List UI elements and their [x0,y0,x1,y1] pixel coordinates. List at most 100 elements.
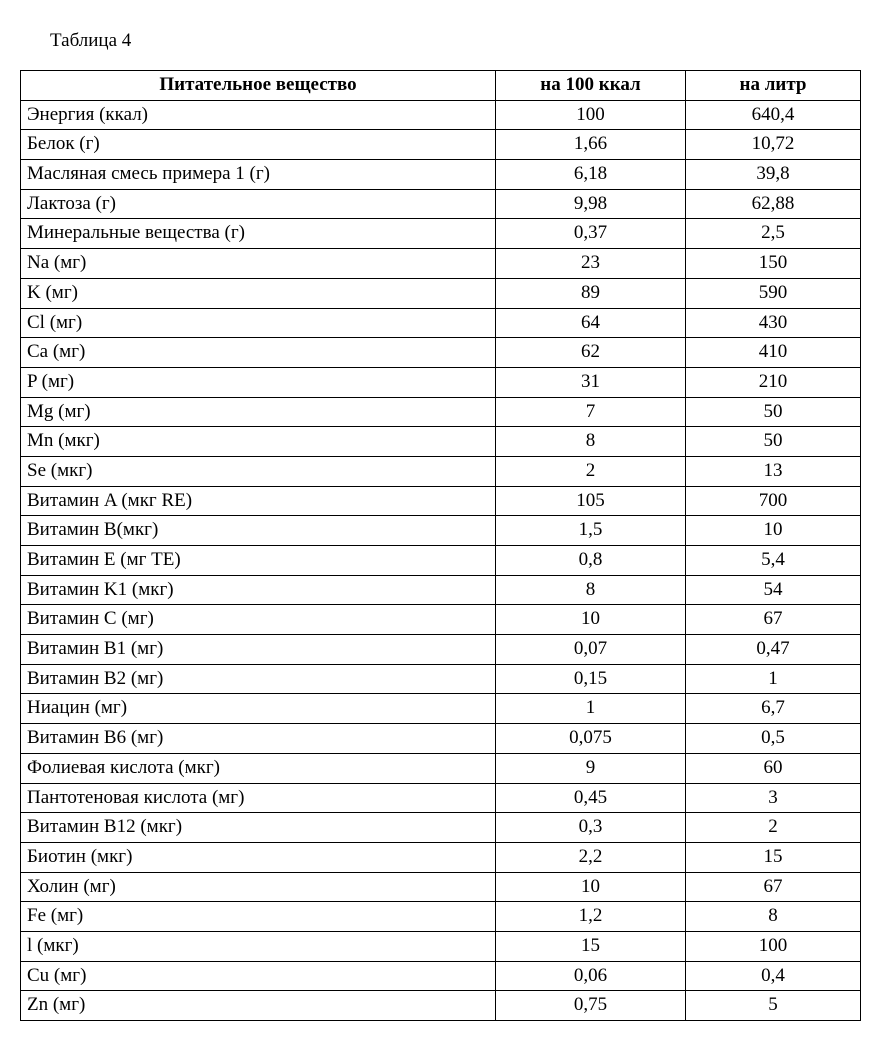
nutrient-table: Питательное вещество на 100 ккал на литр… [20,70,861,1021]
cell-per100kcal: 0,75 [496,991,686,1021]
cell-per100kcal: 31 [496,367,686,397]
cell-perlitre: 0,4 [686,961,861,991]
cell-nutrient: Фолиевая кислота (мкг) [21,753,496,783]
table-row: Пантотеновая кислота (мг)0,453 [21,783,861,813]
cell-perlitre: 590 [686,278,861,308]
table-row: Фолиевая кислота (мкг)960 [21,753,861,783]
cell-nutrient: Энергия (ккал) [21,100,496,130]
cell-nutrient: Витамин B2 (мг) [21,664,496,694]
cell-perlitre: 67 [686,605,861,635]
cell-per100kcal: 0,3 [496,813,686,843]
cell-nutrient: Витамин B12 (мкг) [21,813,496,843]
cell-perlitre: 10 [686,516,861,546]
cell-per100kcal: 1 [496,694,686,724]
cell-per100kcal: 0,15 [496,664,686,694]
cell-perlitre: 150 [686,249,861,279]
cell-nutrient: Пантотеновая кислота (мг) [21,783,496,813]
table-row: Ca (мг)62410 [21,338,861,368]
table-row: Se (мкг)213 [21,456,861,486]
cell-per100kcal: 62 [496,338,686,368]
table-row: Cl (мг)64430 [21,308,861,338]
table-caption: Таблица 4 [50,30,869,52]
cell-perlitre: 430 [686,308,861,338]
cell-nutrient: Витамин B6 (мг) [21,724,496,754]
cell-perlitre: 1 [686,664,861,694]
cell-per100kcal: 6,18 [496,160,686,190]
cell-nutrient: Na (мг) [21,249,496,279]
cell-nutrient: Витамин E (мг TE) [21,546,496,576]
table-row: Холин (мг)1067 [21,872,861,902]
cell-nutrient: Fe (мг) [21,902,496,932]
table-row: l (мкг)15100 [21,931,861,961]
cell-per100kcal: 0,075 [496,724,686,754]
cell-perlitre: 39,8 [686,160,861,190]
cell-nutrient: Минеральные вещества (г) [21,219,496,249]
table-row: Витамин B1 (мг)0,070,47 [21,635,861,665]
cell-nutrient: Витамин K1 (мкг) [21,575,496,605]
cell-per100kcal: 10 [496,872,686,902]
cell-nutrient: Масляная смесь примера 1 (г) [21,160,496,190]
col-header-per100kcal: на 100 ккал [496,71,686,101]
table-row: Витамин B6 (мг)0,0750,5 [21,724,861,754]
cell-nutrient: Ca (мг) [21,338,496,368]
cell-per100kcal: 2 [496,456,686,486]
table-row: Zn (мг)0,755 [21,991,861,1021]
cell-per100kcal: 89 [496,278,686,308]
cell-perlitre: 640,4 [686,100,861,130]
cell-perlitre: 62,88 [686,189,861,219]
cell-nutrient: Белок (г) [21,130,496,160]
table-row: Лактоза (г)9,9862,88 [21,189,861,219]
cell-per100kcal: 9 [496,753,686,783]
cell-nutrient: Витамин C (мг) [21,605,496,635]
table-row: Витамин B(мкг)1,510 [21,516,861,546]
cell-perlitre: 2 [686,813,861,843]
cell-per100kcal: 10 [496,605,686,635]
table-row: Витамин B12 (мкг)0,32 [21,813,861,843]
cell-nutrient: Mn (мкг) [21,427,496,457]
cell-per100kcal: 23 [496,249,686,279]
cell-perlitre: 3 [686,783,861,813]
cell-nutrient: Cu (мг) [21,961,496,991]
table-row: Биотин (мкг)2,215 [21,842,861,872]
cell-per100kcal: 105 [496,486,686,516]
cell-perlitre: 5,4 [686,546,861,576]
cell-nutrient: Лактоза (г) [21,189,496,219]
cell-per100kcal: 1,2 [496,902,686,932]
table-row: Cu (мг)0,060,4 [21,961,861,991]
cell-nutrient: Биотин (мкг) [21,842,496,872]
cell-perlitre: 10,72 [686,130,861,160]
table-row: Витамин E (мг TE)0,85,4 [21,546,861,576]
table-row: Mg (мг)750 [21,397,861,427]
cell-perlitre: 15 [686,842,861,872]
table-row: Ниацин (мг)16,7 [21,694,861,724]
cell-nutrient: l (мкг) [21,931,496,961]
cell-per100kcal: 0,45 [496,783,686,813]
cell-perlitre: 100 [686,931,861,961]
cell-perlitre: 60 [686,753,861,783]
cell-per100kcal: 8 [496,575,686,605]
cell-nutrient: Cl (мг) [21,308,496,338]
table-row: Na (мг)23150 [21,249,861,279]
cell-perlitre: 210 [686,367,861,397]
cell-per100kcal: 1,66 [496,130,686,160]
table-row: Витамин K1 (мкг)854 [21,575,861,605]
cell-per100kcal: 0,06 [496,961,686,991]
table-header-row: Питательное вещество на 100 ккал на литр [21,71,861,101]
cell-nutrient: Холин (мг) [21,872,496,902]
cell-per100kcal: 8 [496,427,686,457]
cell-per100kcal: 0,07 [496,635,686,665]
table-row: Витамин B2 (мг)0,151 [21,664,861,694]
cell-nutrient: Витамин B(мкг) [21,516,496,546]
cell-nutrient: Ниацин (мг) [21,694,496,724]
cell-perlitre: 410 [686,338,861,368]
cell-nutrient: Mg (мг) [21,397,496,427]
cell-per100kcal: 15 [496,931,686,961]
cell-nutrient: K (мг) [21,278,496,308]
cell-perlitre: 5 [686,991,861,1021]
cell-perlitre: 13 [686,456,861,486]
cell-perlitre: 50 [686,397,861,427]
table-row: K (мг)89590 [21,278,861,308]
cell-nutrient: P (мг) [21,367,496,397]
cell-perlitre: 67 [686,872,861,902]
table-row: Fe (мг)1,28 [21,902,861,932]
